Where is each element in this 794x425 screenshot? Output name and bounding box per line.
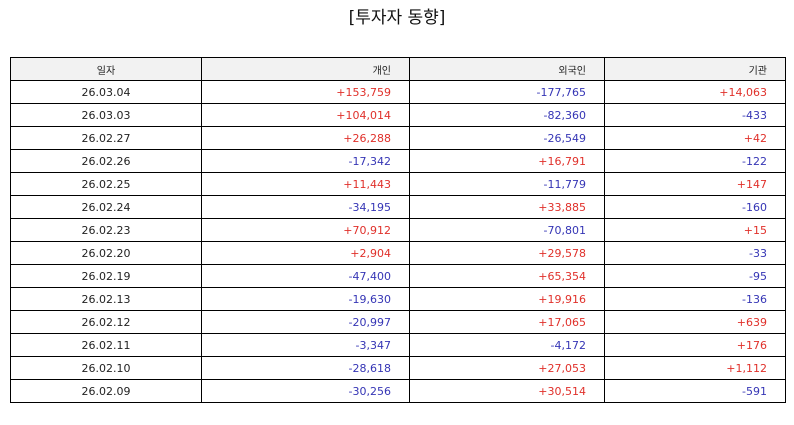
institution-cell: +147 bbox=[604, 172, 786, 196]
institution-cell: -160 bbox=[604, 195, 786, 219]
table-row: 26.02.12 -20,997 +17,065 +639 bbox=[10, 310, 786, 334]
column-header-date: 일자 bbox=[10, 57, 202, 81]
table-row: 26.02.13 -19,630 +19,916 -136 bbox=[10, 287, 786, 311]
individual-cell: +26,288 bbox=[201, 126, 410, 150]
institution-cell: +42 bbox=[604, 126, 786, 150]
date-cell: 26.02.13 bbox=[10, 287, 202, 311]
institution-cell: -591 bbox=[604, 379, 786, 403]
foreign-cell: +29,578 bbox=[409, 241, 605, 265]
foreign-cell: +30,514 bbox=[409, 379, 605, 403]
table-row: 26.02.19 -47,400 +65,354 -95 bbox=[10, 264, 786, 288]
date-cell: 26.02.20 bbox=[10, 241, 202, 265]
table-row: 26.02.27 +26,288 -26,549 +42 bbox=[10, 126, 786, 150]
individual-cell: +2,904 bbox=[201, 241, 410, 265]
individual-cell: +153,759 bbox=[201, 80, 410, 104]
table-row: 26.02.20 +2,904 +29,578 -33 bbox=[10, 241, 786, 265]
table-row: 26.02.10 -28,618 +27,053 +1,112 bbox=[10, 356, 786, 380]
column-header-institution: 기관 bbox=[604, 57, 786, 81]
date-cell: 26.02.11 bbox=[10, 333, 202, 357]
foreign-cell: -82,360 bbox=[409, 103, 605, 127]
date-cell: 26.02.09 bbox=[10, 379, 202, 403]
individual-cell: -30,256 bbox=[201, 379, 410, 403]
institution-cell: -433 bbox=[604, 103, 786, 127]
date-cell: 26.02.24 bbox=[10, 195, 202, 219]
foreign-cell: +19,916 bbox=[409, 287, 605, 311]
table-row: 26.02.26 -17,342 +16,791 -122 bbox=[10, 149, 786, 173]
individual-cell: -3,347 bbox=[201, 333, 410, 357]
institution-cell: -122 bbox=[604, 149, 786, 173]
institution-cell: +15 bbox=[604, 218, 786, 242]
foreign-cell: -26,549 bbox=[409, 126, 605, 150]
date-cell: 26.02.10 bbox=[10, 356, 202, 380]
foreign-cell: -11,779 bbox=[409, 172, 605, 196]
date-cell: 26.02.27 bbox=[10, 126, 202, 150]
page-title: [투자자 동향] bbox=[348, 8, 446, 28]
institution-cell: +176 bbox=[604, 333, 786, 357]
institution-cell: +14,063 bbox=[604, 80, 786, 104]
institution-cell: -136 bbox=[604, 287, 786, 311]
date-cell: 26.03.04 bbox=[10, 80, 202, 104]
individual-cell: -34,195 bbox=[201, 195, 410, 219]
individual-cell: -20,997 bbox=[201, 310, 410, 334]
table-row: 26.03.04 +153,759 -177,765 +14,063 bbox=[10, 80, 786, 104]
individual-cell: -28,618 bbox=[201, 356, 410, 380]
foreign-cell: -4,172 bbox=[409, 333, 605, 357]
individual-cell: -19,630 bbox=[201, 287, 410, 311]
foreign-cell: +33,885 bbox=[409, 195, 605, 219]
individual-cell: +70,912 bbox=[201, 218, 410, 242]
table-row: 26.02.11 -3,347 -4,172 +176 bbox=[10, 333, 786, 357]
foreign-cell: +16,791 bbox=[409, 149, 605, 173]
date-cell: 26.03.03 bbox=[10, 103, 202, 127]
institution-cell: -33 bbox=[604, 241, 786, 265]
individual-cell: +11,443 bbox=[201, 172, 410, 196]
date-cell: 26.02.26 bbox=[10, 149, 202, 173]
date-cell: 26.02.12 bbox=[10, 310, 202, 334]
foreign-cell: -70,801 bbox=[409, 218, 605, 242]
table-row: 26.02.25 +11,443 -11,779 +147 bbox=[10, 172, 786, 196]
date-cell: 26.02.19 bbox=[10, 264, 202, 288]
institution-cell: +639 bbox=[604, 310, 786, 334]
foreign-cell: +17,065 bbox=[409, 310, 605, 334]
investor-trend-table: 일자 개인 외국인 기관 26.03.04 +153,759 -177,765 … bbox=[10, 57, 786, 403]
table-header-row: 일자 개인 외국인 기관 bbox=[10, 57, 786, 81]
individual-cell: -17,342 bbox=[201, 149, 410, 173]
table-row: 26.02.24 -34,195 +33,885 -160 bbox=[10, 195, 786, 219]
column-header-individual: 개인 bbox=[201, 57, 410, 81]
foreign-cell: +65,354 bbox=[409, 264, 605, 288]
table-row: 26.03.03 +104,014 -82,360 -433 bbox=[10, 103, 786, 127]
institution-cell: +1,112 bbox=[604, 356, 786, 380]
date-cell: 26.02.25 bbox=[10, 172, 202, 196]
individual-cell: -47,400 bbox=[201, 264, 410, 288]
table-row: 26.02.23 +70,912 -70,801 +15 bbox=[10, 218, 786, 242]
date-cell: 26.02.23 bbox=[10, 218, 202, 242]
table-row: 26.02.09 -30,256 +30,514 -591 bbox=[10, 379, 786, 403]
foreign-cell: -177,765 bbox=[409, 80, 605, 104]
foreign-cell: +27,053 bbox=[409, 356, 605, 380]
column-header-foreign: 외국인 bbox=[409, 57, 605, 81]
institution-cell: -95 bbox=[604, 264, 786, 288]
individual-cell: +104,014 bbox=[201, 103, 410, 127]
